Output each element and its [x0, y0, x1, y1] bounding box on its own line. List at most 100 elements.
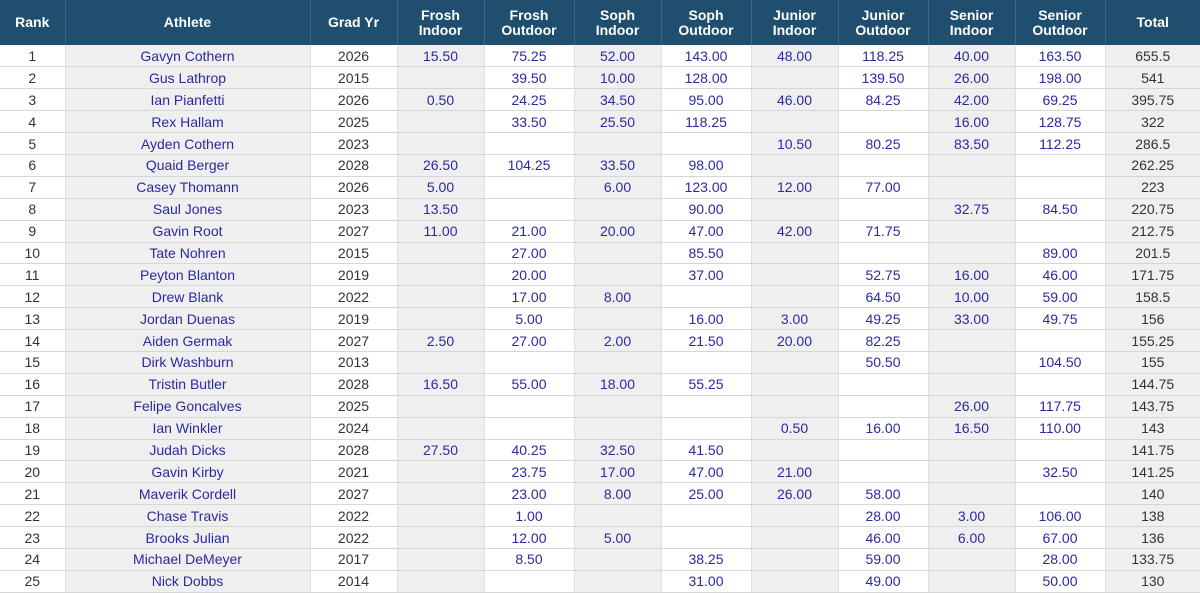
junior-outdoor-cell[interactable] — [837, 439, 928, 462]
soph-indoor-cell[interactable] — [573, 548, 661, 571]
soph-outdoor-cell[interactable]: 47.00 — [660, 220, 751, 243]
frosh-indoor-cell[interactable] — [396, 307, 484, 331]
soph-outdoor-cell[interactable]: 41.50 — [660, 439, 751, 462]
senior-outdoor-cell[interactable]: 84.50 — [1014, 198, 1105, 221]
senior-outdoor-cell[interactable]: 117.75 — [1014, 395, 1105, 418]
senior-indoor-cell[interactable] — [927, 570, 1015, 593]
frosh-indoor-cell[interactable] — [396, 417, 484, 440]
soph-indoor-cell[interactable] — [573, 504, 661, 528]
frosh-outdoor-cell[interactable]: 24.25 — [483, 88, 574, 112]
frosh-outdoor-cell[interactable]: 20.00 — [483, 263, 574, 287]
senior-outdoor-cell[interactable]: 28.00 — [1014, 548, 1105, 571]
soph-indoor-cell[interactable] — [573, 417, 661, 440]
athlete-name-link[interactable]: Jordan Duenas — [64, 307, 310, 331]
soph-outdoor-cell[interactable] — [660, 132, 751, 155]
athlete-name-link[interactable]: Rex Hallam — [64, 110, 310, 134]
junior-indoor-cell[interactable] — [750, 570, 838, 593]
soph-indoor-cell[interactable]: 20.00 — [573, 220, 661, 243]
athlete-name-link[interactable]: Judah Dicks — [64, 439, 310, 462]
soph-outdoor-cell[interactable]: 25.00 — [660, 482, 751, 506]
junior-indoor-cell[interactable]: 42.00 — [750, 220, 838, 243]
frosh-indoor-cell[interactable] — [396, 66, 484, 90]
junior-indoor-cell[interactable] — [750, 373, 838, 396]
junior-outdoor-cell[interactable]: 139.50 — [837, 66, 928, 90]
frosh-indoor-cell[interactable] — [396, 570, 484, 593]
senior-indoor-cell[interactable] — [927, 220, 1015, 243]
junior-outdoor-cell[interactable] — [837, 198, 928, 221]
athlete-name-link[interactable]: Peyton Blanton — [64, 263, 310, 287]
senior-indoor-cell[interactable]: 26.00 — [927, 395, 1015, 418]
senior-outdoor-cell[interactable] — [1014, 154, 1105, 177]
athlete-name-link[interactable]: Nick Dobbs — [64, 570, 310, 593]
column-header-senior-outdoor[interactable]: Senior Outdoor — [1014, 0, 1105, 45]
soph-outdoor-cell[interactable] — [660, 395, 751, 418]
frosh-indoor-cell[interactable]: 13.50 — [396, 198, 484, 221]
frosh-outdoor-cell[interactable] — [483, 351, 574, 374]
senior-outdoor-cell[interactable]: 198.00 — [1014, 66, 1105, 90]
athlete-name-link[interactable]: Quaid Berger — [64, 154, 310, 177]
athlete-name-link[interactable]: Ian Pianfetti — [64, 88, 310, 112]
junior-indoor-cell[interactable] — [750, 242, 838, 265]
senior-indoor-cell[interactable]: 3.00 — [927, 504, 1015, 528]
frosh-indoor-cell[interactable] — [396, 482, 484, 506]
soph-outdoor-cell[interactable]: 31.00 — [660, 570, 751, 593]
junior-outdoor-cell[interactable]: 58.00 — [837, 482, 928, 506]
frosh-outdoor-cell[interactable]: 23.00 — [483, 482, 574, 506]
senior-indoor-cell[interactable]: 16.50 — [927, 417, 1015, 440]
athlete-name-link[interactable]: Ayden Cothern — [64, 132, 310, 155]
soph-outdoor-cell[interactable]: 47.00 — [660, 460, 751, 484]
frosh-outdoor-cell[interactable] — [483, 570, 574, 593]
frosh-indoor-cell[interactable] — [396, 460, 484, 484]
athlete-name-link[interactable]: Michael DeMeyer — [64, 548, 310, 571]
athlete-name-link[interactable]: Casey Thomann — [64, 176, 310, 199]
junior-outdoor-cell[interactable]: 77.00 — [837, 176, 928, 199]
junior-outdoor-cell[interactable] — [837, 460, 928, 484]
frosh-indoor-cell[interactable]: 26.50 — [396, 154, 484, 177]
frosh-outdoor-cell[interactable] — [483, 395, 574, 418]
senior-outdoor-cell[interactable]: 89.00 — [1014, 242, 1105, 265]
soph-indoor-cell[interactable]: 18.00 — [573, 373, 661, 396]
soph-indoor-cell[interactable] — [573, 395, 661, 418]
soph-indoor-cell[interactable]: 8.00 — [573, 285, 661, 309]
soph-outdoor-cell[interactable] — [660, 285, 751, 309]
frosh-outdoor-cell[interactable]: 40.25 — [483, 439, 574, 462]
frosh-indoor-cell[interactable] — [396, 395, 484, 418]
senior-outdoor-cell[interactable]: 59.00 — [1014, 285, 1105, 309]
senior-indoor-cell[interactable]: 16.00 — [927, 263, 1015, 287]
column-header-junior-outdoor[interactable]: Junior Outdoor — [837, 0, 928, 45]
frosh-outdoor-cell[interactable]: 8.50 — [483, 548, 574, 571]
soph-indoor-cell[interactable] — [573, 132, 661, 155]
junior-outdoor-cell[interactable]: 80.25 — [837, 132, 928, 155]
frosh-outdoor-cell[interactable]: 27.00 — [483, 242, 574, 265]
soph-outdoor-cell[interactable]: 143.00 — [660, 45, 751, 68]
frosh-outdoor-cell[interactable]: 104.25 — [483, 154, 574, 177]
junior-outdoor-cell[interactable]: 28.00 — [837, 504, 928, 528]
junior-outdoor-cell[interactable]: 49.25 — [837, 307, 928, 331]
soph-indoor-cell[interactable]: 25.50 — [573, 110, 661, 134]
junior-outdoor-cell[interactable] — [837, 110, 928, 134]
soph-outdoor-cell[interactable]: 118.25 — [660, 110, 751, 134]
junior-indoor-cell[interactable]: 21.00 — [750, 460, 838, 484]
junior-indoor-cell[interactable]: 48.00 — [750, 45, 838, 68]
frosh-indoor-cell[interactable]: 15.50 — [396, 45, 484, 68]
frosh-indoor-cell[interactable] — [396, 526, 484, 549]
senior-outdoor-cell[interactable] — [1014, 482, 1105, 506]
athlete-name-link[interactable]: Ian Winkler — [64, 417, 310, 440]
senior-outdoor-cell[interactable]: 110.00 — [1014, 417, 1105, 440]
junior-indoor-cell[interactable]: 26.00 — [750, 482, 838, 506]
junior-indoor-cell[interactable] — [750, 154, 838, 177]
frosh-indoor-cell[interactable] — [396, 132, 484, 155]
junior-indoor-cell[interactable]: 46.00 — [750, 88, 838, 112]
athlete-name-link[interactable]: Gavyn Cothern — [64, 45, 310, 68]
frosh-outdoor-cell[interactable] — [483, 417, 574, 440]
athlete-name-link[interactable]: Felipe Goncalves — [64, 395, 310, 418]
senior-outdoor-cell[interactable]: 69.25 — [1014, 88, 1105, 112]
column-header-frosh-indoor[interactable]: Frosh Indoor — [396, 0, 484, 45]
junior-outdoor-cell[interactable] — [837, 242, 928, 265]
senior-outdoor-cell[interactable]: 128.75 — [1014, 110, 1105, 134]
soph-outdoor-cell[interactable]: 16.00 — [660, 307, 751, 331]
senior-indoor-cell[interactable] — [927, 548, 1015, 571]
senior-indoor-cell[interactable]: 26.00 — [927, 66, 1015, 90]
athlete-name-link[interactable]: Aiden Germak — [64, 329, 310, 352]
frosh-indoor-cell[interactable] — [396, 285, 484, 309]
